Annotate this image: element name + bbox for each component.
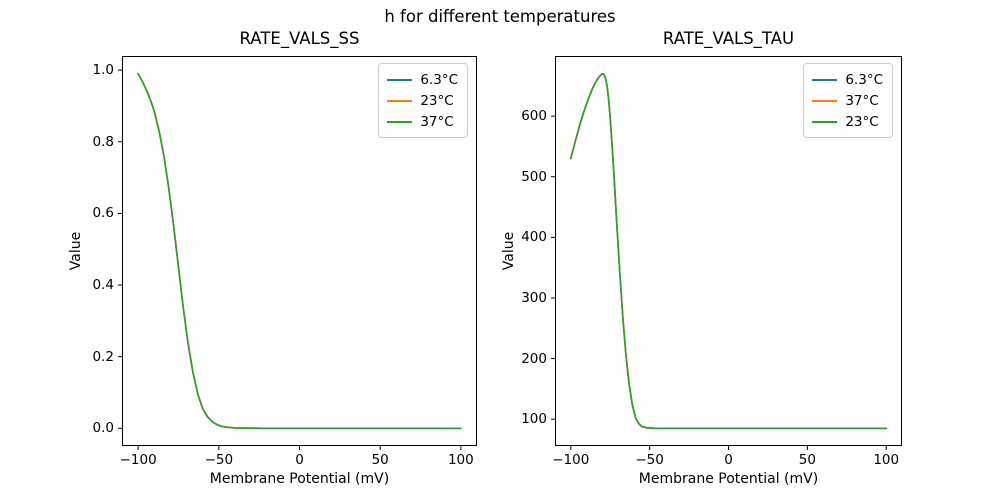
legend-label: 23°C [845, 113, 879, 130]
x-tick-label: 0 [724, 452, 733, 468]
axes-title: RATE_VALS_TAU [662, 29, 795, 48]
plot-area [118, 56, 477, 450]
series-line-37°C [137, 72, 462, 430]
y-tick-label: 0.8 [92, 133, 114, 150]
y-tick-label: 400 [521, 229, 547, 246]
legend-line-sample [812, 99, 838, 102]
x-tick-label: −50 [635, 452, 664, 468]
series-line-23°C [569, 72, 888, 430]
legend-entry: 6.3°C [387, 69, 458, 90]
y-tick-label: 0.4 [92, 277, 114, 294]
y-tick-label: 300 [521, 289, 547, 306]
axes-frame [122, 56, 477, 446]
y-tick-label: 100 [521, 411, 547, 428]
legend-label: 37°C [845, 92, 879, 109]
legend-line-sample [387, 78, 413, 81]
legend-line-sample [387, 120, 413, 123]
figure-title: h for different temperatures [384, 7, 616, 26]
legend-entry: 37°C [387, 111, 458, 132]
x-tick-label: 100 [447, 452, 474, 468]
x-tick-label: 50 [798, 452, 816, 468]
axes-frame [555, 56, 902, 446]
y-tick-label: 0.0 [92, 420, 114, 437]
x-tick-label: 0 [295, 452, 304, 468]
legend-entry: 23°C [812, 111, 883, 132]
y-tick-label: 600 [521, 108, 547, 125]
legend-label: 6.3°C [845, 71, 883, 88]
legend-label: 23°C [420, 92, 454, 109]
x-tick-label: −100 [119, 452, 157, 468]
legend-line-sample [812, 78, 838, 81]
y-tick-label: 0.2 [92, 348, 114, 365]
x-tick-label: −50 [204, 452, 234, 468]
y-tick-label: 500 [521, 168, 547, 185]
legend-entry: 37°C [812, 90, 883, 111]
y-tick-label: 0.6 [92, 205, 114, 222]
legend: 6.3°C 37°C 23°C [803, 63, 893, 138]
legend-label: 37°C [420, 113, 454, 130]
axes-title: RATE_VALS_SS [239, 29, 360, 48]
y-tick-label: 200 [521, 350, 547, 367]
y-tick-label: 1.0 [92, 62, 114, 79]
plot-area [551, 56, 902, 450]
legend-label: 6.3°C [420, 71, 458, 88]
legend-line-sample [387, 99, 413, 102]
legend-entry: 23°C [387, 90, 458, 111]
x-tick-label: 50 [371, 452, 389, 468]
x-tick-label: −100 [552, 452, 590, 468]
legend-entry: 6.3°C [812, 69, 883, 90]
x-axis-label: Membrane Potential (mV) [209, 471, 390, 487]
legend-line-sample [812, 120, 838, 123]
legend: 6.3°C 23°C 37°C [378, 63, 468, 138]
x-tick-label: 100 [873, 452, 900, 468]
x-axis-label: Membrane Potential (mV) [638, 471, 819, 487]
